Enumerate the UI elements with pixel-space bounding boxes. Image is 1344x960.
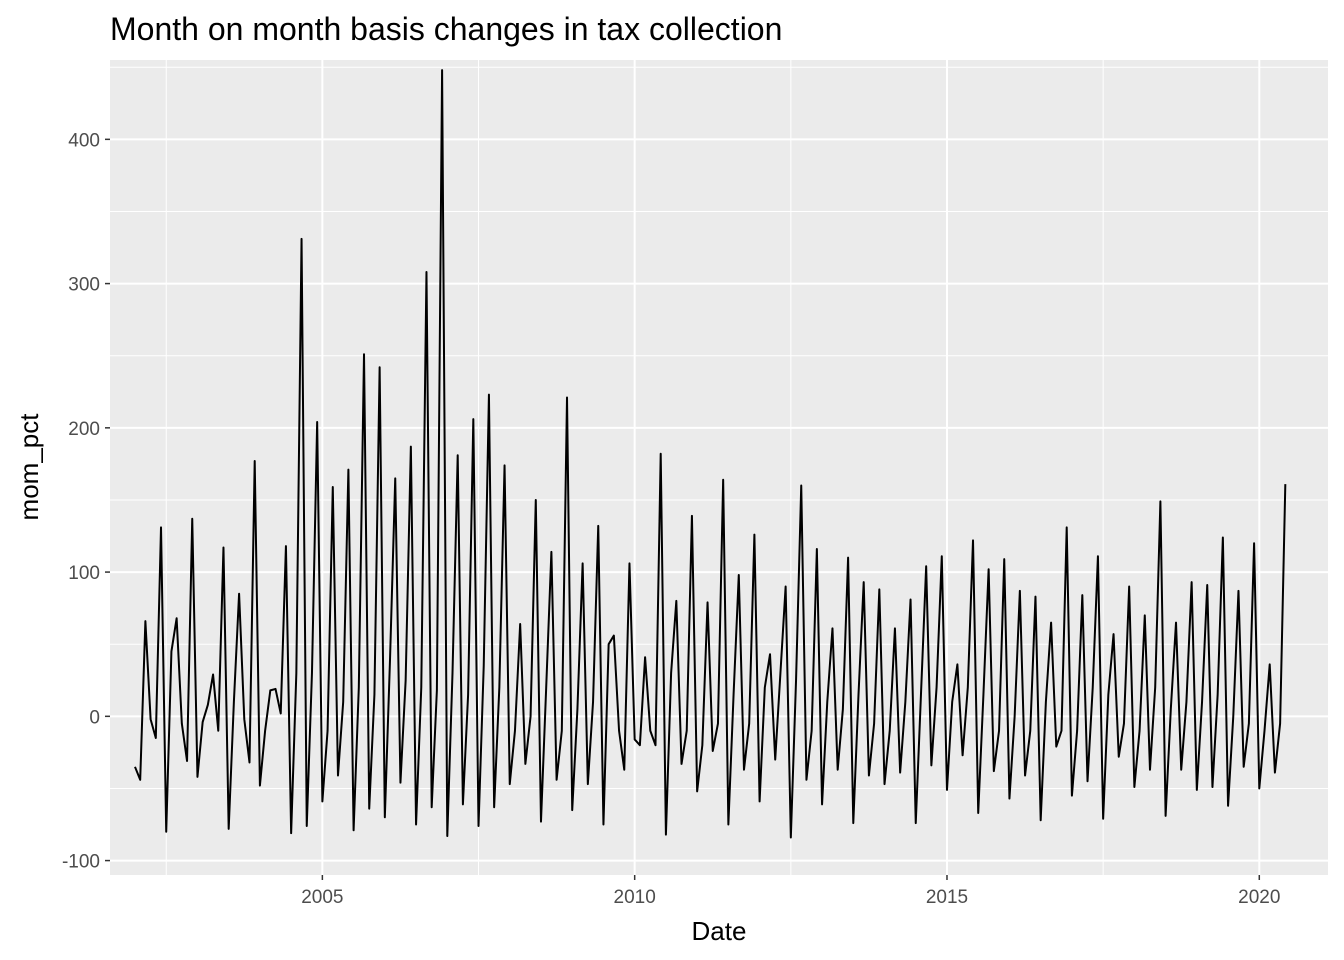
major-grid <box>110 60 1328 875</box>
y-axis-title: mom_pct <box>14 413 44 521</box>
y-tick-label: 300 <box>68 275 100 296</box>
y-tick-label: -100 <box>62 852 100 873</box>
x-axis-title: Date <box>692 916 747 946</box>
series-layer <box>134 69 1287 839</box>
chart-title: Month on month basis changes in tax coll… <box>110 11 782 47</box>
x-tick-label: 2015 <box>926 887 968 908</box>
plot-panel <box>110 60 1328 875</box>
y-tick-label: 0 <box>89 707 100 728</box>
y-axis: -100 0 100 200 300 400 <box>62 130 110 873</box>
x-tick-label: 2010 <box>614 887 656 908</box>
x-tick-label: 2005 <box>301 887 343 908</box>
x-tick-label: 2020 <box>1238 887 1280 908</box>
y-tick-label: 400 <box>68 130 100 151</box>
y-tick-label: 100 <box>68 563 100 584</box>
y-tick-label: 200 <box>68 419 100 440</box>
x-axis: 2005 2010 2015 2020 <box>301 875 1280 908</box>
series-line <box>134 69 1287 839</box>
